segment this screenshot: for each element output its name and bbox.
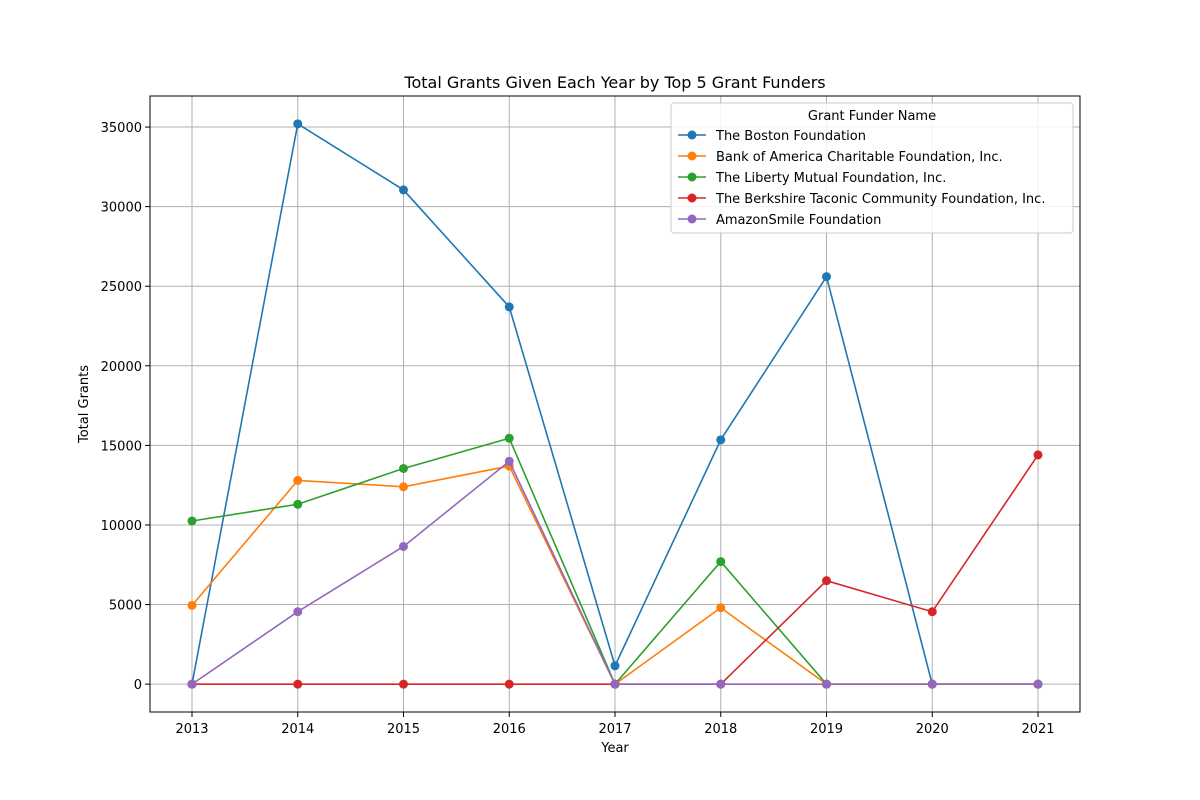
data-point — [716, 435, 726, 445]
legend-title: Grant Funder Name — [808, 109, 936, 124]
y-axis-label: Total Grants — [77, 365, 92, 444]
x-tick-label: 2016 — [493, 722, 526, 737]
y-tick-label: 25000 — [101, 280, 142, 295]
x-tick-label: 2021 — [1021, 722, 1054, 737]
legend-item: The Liberty Mutual Foundation, Inc. — [678, 171, 946, 186]
y-tick-label: 10000 — [101, 519, 142, 534]
x-axis-label: Year — [600, 741, 629, 756]
legend-marker — [687, 214, 697, 224]
data-point — [399, 679, 408, 689]
legend-box — [670, 102, 1074, 234]
data-point — [504, 679, 514, 689]
legend-label: The Boston Foundation — [715, 129, 866, 144]
data-point — [187, 600, 197, 610]
data-point — [187, 516, 197, 526]
data-point — [1033, 450, 1043, 460]
data-point — [716, 679, 726, 689]
data-point — [399, 482, 408, 492]
data-point — [822, 272, 831, 282]
x-tick-label: 2015 — [387, 722, 420, 737]
data-point — [1033, 679, 1043, 689]
data-point — [716, 603, 726, 613]
legend-marker — [687, 172, 697, 182]
x-tick-label: 2020 — [916, 722, 949, 737]
data-point — [716, 557, 726, 567]
chart-title: Total Grants Given Each Year by Top 5 Gr… — [403, 73, 825, 92]
x-tick-label: 2017 — [598, 722, 631, 737]
y-tick-label: 20000 — [101, 360, 142, 375]
legend-item: Bank of America Charitable Foundation, I… — [678, 150, 1003, 165]
legend-marker — [687, 151, 697, 161]
data-point — [293, 119, 303, 129]
data-point — [822, 576, 831, 586]
data-point — [399, 541, 408, 551]
legend: Grant Funder Name The Boston Foundation Ba… — [670, 102, 1074, 234]
legend-item: AmazonSmile Foundation — [678, 213, 881, 228]
series-group — [187, 119, 1043, 689]
x-tick-label: 2014 — [281, 722, 314, 737]
x-tick-label: 2013 — [175, 722, 208, 737]
data-point — [293, 499, 303, 509]
data-point — [293, 607, 303, 617]
data-point — [504, 433, 514, 443]
data-point — [399, 185, 408, 195]
series-5 — [187, 456, 1043, 689]
y-tick-label: 0 — [134, 678, 142, 693]
legend-label: AmazonSmile Foundation — [716, 213, 881, 228]
data-point — [187, 679, 197, 689]
y-tick-label: 30000 — [101, 201, 142, 216]
legend-marker — [687, 130, 697, 140]
data-point — [927, 607, 937, 617]
y-tick-label: 15000 — [101, 439, 142, 454]
data-point — [399, 463, 408, 473]
axis-ticks: 2013 2014 2015 2016 2017 2018 2019 2020 2021 0 500… — [101, 121, 1055, 737]
data-point — [927, 679, 937, 689]
data-point — [293, 475, 303, 485]
data-point — [504, 456, 514, 466]
x-tick-label: 2018 — [704, 722, 737, 737]
legend-label: The Berkshire Taconic Community Foundati… — [715, 192, 1045, 207]
legend-item: The Boston Foundation — [678, 129, 866, 144]
legend-label: The Liberty Mutual Foundation, Inc. — [715, 171, 946, 186]
legend-item: The Berkshire Taconic Community Foundati… — [678, 192, 1045, 207]
data-point — [504, 302, 514, 312]
y-tick-label: 35000 — [101, 121, 142, 136]
data-point — [610, 661, 620, 671]
data-point — [293, 679, 303, 689]
legend-marker — [687, 193, 697, 203]
x-tick-label: 2019 — [810, 722, 843, 737]
legend-label: Bank of America Charitable Foundation, I… — [716, 150, 1003, 165]
data-point — [822, 679, 831, 689]
y-tick-label: 5000 — [109, 599, 142, 614]
data-point — [610, 679, 620, 689]
